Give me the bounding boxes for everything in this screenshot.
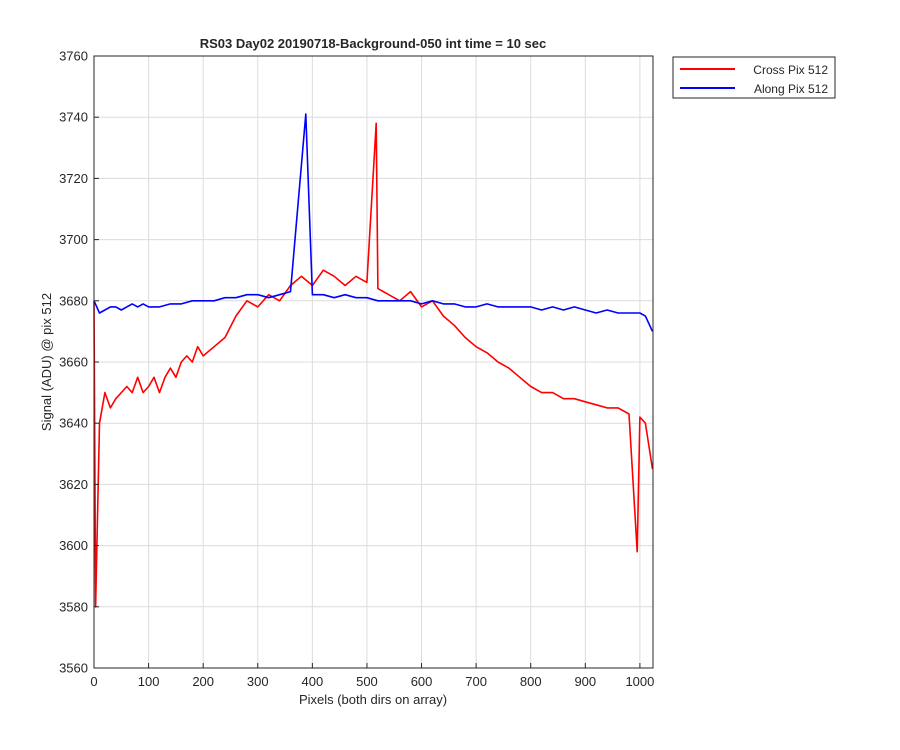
y-tick-label: 3740 [59,110,88,125]
x-ticks: 0 100 200 300 400 500 600 700 800 900 1000 [90,663,654,689]
x-tick-label: 200 [192,674,214,689]
x-tick-label: 0 [90,674,97,689]
legend-label-along: Along Pix 512 [754,82,828,96]
chart-title: RS03 Day02 20190718-Background-050 int t… [200,36,547,51]
x-tick-label: 800 [520,674,542,689]
y-tick-label: 3620 [59,477,88,492]
x-tick-label: 700 [465,674,487,689]
y-tick-label: 3640 [59,416,88,431]
y-tick-label: 3700 [59,232,88,247]
y-tick-label: 3760 [59,49,88,64]
x-tick-label: 300 [247,674,269,689]
y-tick-label: 3680 [59,293,88,308]
x-tick-label: 900 [574,674,596,689]
y-tick-label: 3660 [59,355,88,370]
y-tick-label: 3720 [59,171,88,186]
series-line-1 [93,113,654,332]
y-tick-label: 3580 [59,599,88,614]
y-axis-label: Signal (ADU) @ pix 512 [39,293,54,431]
x-axis-label: Pixels (both dirs on array) [299,692,447,707]
y-tick-label: 3600 [59,538,88,553]
series-group [93,113,654,608]
legend: Cross Pix 512 Along Pix 512 [672,56,836,99]
x-tick-label: 600 [411,674,433,689]
x-tick-label: 1000 [625,674,654,689]
series-line-0 [93,122,654,608]
x-tick-label: 400 [302,674,324,689]
legend-label-cross: Cross Pix 512 [753,63,828,77]
y-ticks: 3560 3580 3600 3620 3640 3660 3680 3700 3720 3740… [59,49,99,676]
y-tick-label: 3560 [59,661,88,676]
legend-box [672,56,836,99]
x-tick-label: 500 [356,674,378,689]
x-tick-label: 100 [138,674,160,689]
